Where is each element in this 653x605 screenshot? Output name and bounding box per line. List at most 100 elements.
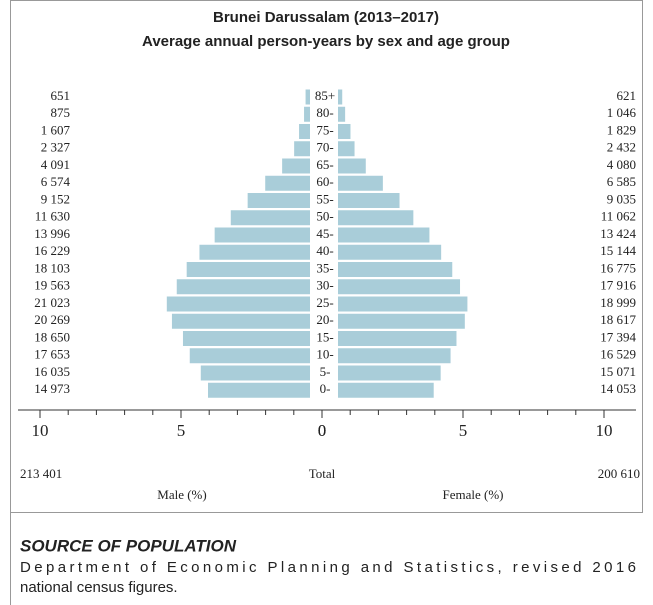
chart-title: Brunei Darussalam (2013–2017) [213, 9, 439, 26]
bar [166, 296, 310, 312]
bar [182, 331, 310, 346]
count-label: 17 394 [600, 329, 636, 344]
legend-label: Female (%) [442, 487, 503, 502]
bar [305, 89, 310, 105]
x-tick-label: 5 [459, 421, 468, 440]
bar [199, 244, 310, 260]
bar [208, 382, 310, 398]
count-label: 16 229 [34, 243, 70, 258]
source-line: Department of Economic Planning and Stat… [20, 559, 636, 576]
x-tick-label: 10 [596, 421, 613, 440]
x-tick-label: 10 [32, 421, 49, 440]
count-label: 17 916 [600, 278, 636, 293]
count-label: 4 091 [41, 157, 70, 172]
x-tick-label: 5 [177, 421, 186, 440]
count-label: 1 607 [41, 122, 71, 137]
legend-label: Male (%) [157, 487, 206, 502]
count-label: 16 529 [600, 347, 636, 362]
chart-subtitle: Average annual person-years by sex and a… [142, 33, 510, 50]
age-label: 80- [316, 105, 333, 120]
count-label: 15 071 [600, 364, 636, 379]
age-label: 25- [316, 295, 333, 310]
age-label: 30- [316, 278, 333, 293]
age-label: 15- [316, 329, 333, 344]
bar [304, 106, 310, 122]
bar [247, 193, 310, 208]
bar [214, 227, 310, 243]
count-label: 18 617 [600, 312, 636, 327]
bar [338, 158, 366, 174]
age-label: 55- [316, 191, 333, 206]
bar [189, 348, 310, 364]
count-label: 17 653 [34, 347, 70, 362]
bar [338, 296, 468, 312]
count-label: 651 [51, 88, 71, 103]
age-label: 40- [316, 243, 333, 258]
bar [338, 141, 355, 157]
bar [338, 124, 351, 139]
source-heading: SOURCE OF POPULATION [20, 536, 237, 555]
bar [200, 365, 310, 381]
count-label: 1 829 [607, 122, 636, 137]
bar [338, 262, 453, 277]
age-label: 50- [316, 209, 333, 224]
x-tick-label: 0 [318, 421, 327, 440]
count-label: 18 999 [600, 295, 636, 310]
count-label: 21 023 [34, 295, 70, 310]
age-label: 75- [316, 122, 333, 137]
bar [338, 279, 461, 295]
age-label: 5- [320, 364, 331, 379]
age-label: 60- [316, 174, 333, 189]
age-label: 20- [316, 312, 333, 327]
bar [338, 89, 343, 105]
bar [230, 210, 310, 226]
bar [338, 348, 451, 364]
frame [10, 0, 643, 513]
age-label: 35- [316, 260, 333, 275]
count-label: 13 996 [34, 226, 70, 241]
count-label: 1 046 [607, 105, 637, 120]
count-label: 2 432 [607, 140, 636, 155]
bar [338, 227, 430, 243]
count-label: 14 973 [34, 381, 70, 396]
count-label: 6 574 [41, 174, 71, 189]
count-label: 20 269 [34, 312, 70, 327]
total-count: 200 610 [598, 466, 640, 481]
count-label: 2 327 [41, 140, 71, 155]
age-label: 10- [316, 347, 333, 362]
count-label: 621 [617, 88, 637, 103]
bar [294, 141, 310, 157]
bar [299, 124, 310, 139]
bar [338, 175, 383, 191]
count-label: 16 775 [600, 260, 636, 275]
bar [338, 331, 457, 346]
count-label: 11 630 [35, 209, 70, 224]
count-label: 16 035 [34, 364, 70, 379]
age-label: 65- [316, 157, 333, 172]
count-label: 9 152 [41, 191, 70, 206]
bar [171, 313, 310, 329]
count-label: 18 650 [34, 329, 70, 344]
count-label: 19 563 [34, 278, 70, 293]
bar [338, 210, 414, 226]
x-tick-label: 0 [318, 421, 327, 440]
count-label: 13 424 [600, 226, 636, 241]
count-label: 4 080 [607, 157, 636, 172]
bar [338, 193, 400, 208]
bar [282, 158, 310, 174]
count-label: 11 062 [601, 209, 636, 224]
count-label: 9 035 [607, 191, 636, 206]
bar [338, 382, 434, 398]
source-line: national census figures. [20, 579, 178, 596]
total-count: 213 401 [20, 466, 62, 481]
age-label: 45- [316, 226, 333, 241]
count-label: 6 585 [607, 174, 636, 189]
total-label: Total [309, 466, 336, 481]
bar [186, 262, 310, 277]
bar [338, 244, 442, 260]
age-label: 0- [320, 381, 331, 396]
count-label: 18 103 [34, 260, 70, 275]
bar [338, 365, 441, 381]
